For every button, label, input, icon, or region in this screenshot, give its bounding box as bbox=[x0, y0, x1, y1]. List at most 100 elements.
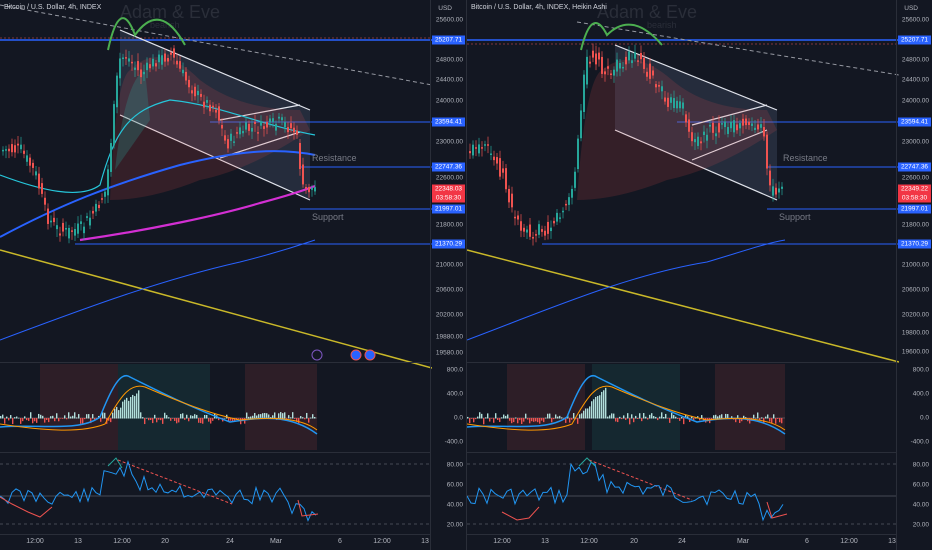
macd-histogram-bar bbox=[262, 413, 264, 419]
candle-body bbox=[478, 144, 480, 154]
price-chart-right[interactable]: Adam & Eve bearish Resistance Support bbox=[467, 0, 899, 550]
macd-histogram-bar bbox=[725, 413, 727, 419]
price-label: 21997.01 bbox=[898, 204, 931, 214]
macd-histogram-bar bbox=[188, 418, 190, 422]
candle-body bbox=[739, 123, 741, 129]
price-axis-left[interactable]: USD 25600.00 24800.00 24400.00 24000.00 … bbox=[430, 0, 466, 550]
rsi-tick: 20.00 bbox=[912, 521, 929, 529]
macd-histogram-bar bbox=[577, 418, 579, 424]
chart-pane-left[interactable]: Adam & Eve bearish Resistance Support bbox=[0, 0, 466, 550]
candle-body bbox=[179, 61, 181, 69]
macd-histogram-bar bbox=[481, 413, 483, 419]
watermark: Adam & Eve bbox=[120, 2, 220, 22]
macd-histogram-bar bbox=[266, 413, 268, 419]
candle-body bbox=[484, 144, 486, 146]
macd-histogram-bar bbox=[24, 416, 26, 419]
macd-histogram-bar bbox=[58, 418, 60, 422]
macd-histogram-bar bbox=[737, 415, 739, 419]
candle-body bbox=[188, 79, 190, 88]
macd-histogram-bar bbox=[172, 418, 174, 419]
candle-body bbox=[730, 121, 732, 129]
support-label: Support bbox=[779, 212, 811, 222]
macd-histogram-bar bbox=[573, 413, 575, 419]
macd-histogram-bar bbox=[244, 418, 246, 424]
macd-histogram-bar bbox=[224, 417, 226, 419]
macd-histogram-bar bbox=[739, 418, 741, 424]
macd-histogram-bar bbox=[599, 395, 601, 419]
rsi-tick: 40.00 bbox=[446, 501, 463, 509]
candle-body bbox=[95, 203, 97, 212]
candle-body bbox=[634, 52, 636, 59]
candle-body bbox=[8, 148, 10, 152]
candle-body bbox=[134, 67, 136, 70]
macd-histogram-bar bbox=[20, 418, 22, 424]
candle-body bbox=[580, 110, 582, 139]
candle-body bbox=[149, 64, 151, 69]
price-tick: 24800.00 bbox=[901, 56, 929, 64]
macd-histogram-bar bbox=[306, 412, 308, 419]
macd-histogram-bar bbox=[683, 418, 685, 425]
pattern-label: bearish bbox=[647, 20, 677, 30]
x-tick: 12:00 bbox=[493, 538, 511, 545]
macd-histogram-bar bbox=[495, 413, 497, 419]
candle-body bbox=[688, 119, 690, 132]
macd-histogram-bar bbox=[545, 417, 547, 419]
macd-histogram-bar bbox=[52, 415, 54, 419]
rsi-pane-right[interactable] bbox=[467, 452, 899, 534]
candle-body bbox=[691, 132, 693, 142]
time-axis-right[interactable]: 12:00 13 12:00 20 24 Mar 6 12:00 13 bbox=[467, 534, 897, 550]
candle-body bbox=[772, 186, 774, 196]
macd-histogram-bar bbox=[136, 393, 138, 419]
candle-body bbox=[622, 66, 624, 69]
candle-body bbox=[589, 61, 591, 64]
macd-histogram-bar bbox=[246, 412, 248, 419]
macd-histogram-bar bbox=[36, 418, 38, 423]
macd-histogram-bar bbox=[755, 417, 757, 419]
candle-body bbox=[625, 56, 627, 65]
rsi-pane-left[interactable] bbox=[0, 452, 432, 534]
candle-body bbox=[305, 186, 307, 189]
macd-histogram-bar bbox=[48, 418, 50, 423]
time-axis-left[interactable]: 12:00 13 12:00 20 24 Mar 6 12:00 13 bbox=[0, 534, 430, 550]
macd-histogram-bar bbox=[230, 418, 232, 421]
candle-body bbox=[158, 54, 160, 63]
price-label: 23594.41 bbox=[432, 117, 465, 127]
candle-body bbox=[257, 132, 259, 134]
macd-histogram-bar bbox=[102, 412, 104, 419]
macd-histogram-bar bbox=[527, 418, 529, 420]
price-chart-left[interactable]: Adam & Eve bearish Resistance Support bbox=[0, 0, 432, 550]
macd-histogram-bar bbox=[671, 412, 673, 419]
macd-histogram-bar bbox=[603, 390, 605, 419]
macd-histogram-bar bbox=[274, 412, 276, 419]
candle-body bbox=[700, 141, 702, 144]
chart-pane-right[interactable]: Adam & Eve bearish Resistance Support bbox=[466, 0, 932, 550]
price-tick: 20200.00 bbox=[901, 311, 929, 319]
macd-histogram-bar bbox=[675, 416, 677, 419]
candle-body bbox=[185, 71, 187, 81]
candle-body bbox=[673, 98, 675, 109]
candle-body bbox=[137, 61, 139, 71]
macd-histogram-bar bbox=[44, 418, 46, 423]
macd-histogram-bar bbox=[12, 418, 14, 425]
macd-pane-left[interactable] bbox=[0, 362, 432, 452]
macd-histogram-bar bbox=[114, 408, 116, 419]
candle-body bbox=[104, 191, 106, 197]
candle-body bbox=[266, 122, 268, 128]
price-tick: 19800.00 bbox=[901, 329, 929, 337]
candle-body bbox=[496, 157, 498, 164]
macd-histogram-bar bbox=[62, 418, 64, 419]
price-axis-right[interactable]: USD 25600.00 24800.00 24400.00 24000.00 … bbox=[896, 0, 932, 550]
candle-body bbox=[709, 124, 711, 127]
macd-histogram-bar bbox=[68, 412, 70, 419]
candle-body bbox=[652, 70, 654, 76]
candle-body bbox=[281, 117, 283, 121]
macd-histogram-bar bbox=[533, 418, 535, 422]
macd-histogram-bar bbox=[587, 408, 589, 419]
macd-histogram-bar bbox=[471, 418, 473, 419]
macd-pane-right[interactable] bbox=[467, 362, 899, 452]
candle-body bbox=[113, 104, 115, 146]
candle-body bbox=[164, 53, 166, 62]
macd-histogram-bar bbox=[280, 412, 282, 419]
macd-histogram-bar bbox=[112, 412, 114, 419]
macd-histogram-bar bbox=[42, 415, 44, 419]
